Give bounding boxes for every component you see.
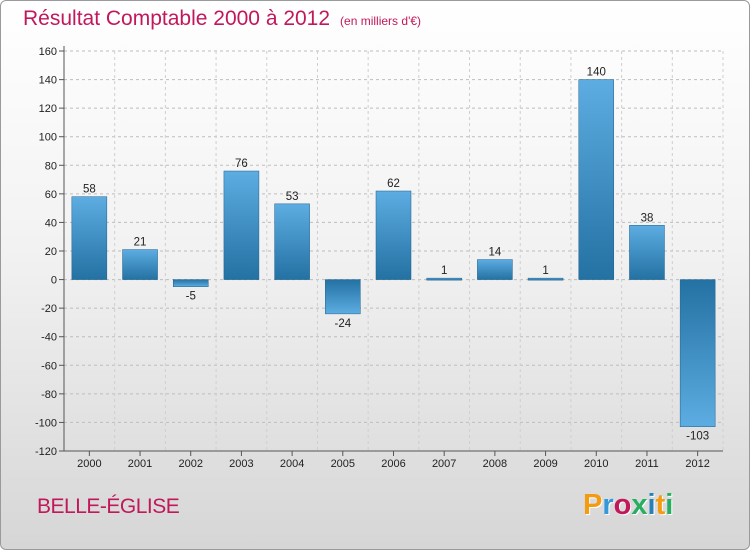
bar-layer: [71, 79, 716, 427]
logo-letter: x: [631, 489, 648, 521]
chart-title: Résultat Comptable 2000 à 2012 (en millie…: [23, 7, 421, 31]
value-label-2010: 140: [587, 67, 606, 79]
logo-letter: i: [665, 489, 674, 521]
y-tick-label: 0: [51, 275, 57, 287]
value-label-2000: 58: [83, 184, 96, 196]
logo-letter: t: [655, 489, 666, 521]
bar-2011: [629, 225, 665, 280]
bar-2007: [426, 277, 462, 281]
logo-letter: r: [602, 489, 614, 521]
proxiti-logo[interactable]: Proxiti: [583, 489, 673, 522]
x-tick-label-2010: 2010: [584, 458, 608, 470]
value-label-2012: -103: [686, 431, 709, 443]
y-tick-label: -40: [41, 332, 57, 344]
value-label-2011: 38: [641, 212, 654, 224]
y-tick-label: -20: [41, 303, 57, 315]
value-label-2009: 1: [542, 265, 548, 277]
x-tick-label-2008: 2008: [483, 458, 507, 470]
value-label-2003: 76: [235, 158, 248, 170]
x-tick-label-2002: 2002: [178, 458, 202, 470]
value-label-2006: 62: [387, 178, 400, 190]
bar-2009: [527, 277, 564, 281]
value-label-2007: 1: [441, 265, 447, 277]
bar-2001: [122, 249, 158, 280]
y-tick-label: 120: [39, 103, 57, 115]
label-layer: 58 21 -5 76 53 -24 62 1 14 1 140 38 -103: [83, 67, 709, 443]
y-tick-label: -100: [35, 417, 57, 429]
x-tick-label-2003: 2003: [229, 458, 253, 470]
value-label-2001: 21: [134, 237, 147, 249]
y-tick-label: 40: [45, 217, 57, 229]
y-tick-label: 100: [39, 132, 57, 144]
value-label-2002: -5: [186, 291, 196, 303]
x-tick-label-2000: 2000: [77, 458, 101, 470]
value-label-2008: 14: [488, 247, 501, 259]
logo-letter: o: [613, 489, 632, 521]
bar-2004: [274, 203, 310, 280]
y-tick-label: 160: [39, 46, 57, 58]
y-tick-label: 140: [39, 75, 57, 87]
y-tick-label: 60: [45, 189, 57, 201]
x-tick-label-2004: 2004: [280, 458, 304, 470]
x-tick-label-2007: 2007: [432, 458, 456, 470]
chart-title-text: Résultat Comptable 2000 à 2012: [23, 7, 331, 30]
value-label-2004: 53: [286, 191, 299, 203]
x-tick-label-2005: 2005: [331, 458, 355, 470]
x-tick-label-2011: 2011: [635, 458, 659, 470]
y-tick-label: 20: [45, 246, 57, 258]
x-tick-label-2009: 2009: [533, 458, 557, 470]
logo-letter: i: [647, 489, 656, 521]
y-tick-label: -120: [35, 446, 57, 458]
logo-letter: P: [583, 489, 603, 521]
y-tick-label: -80: [41, 389, 57, 401]
x-tick-label-2006: 2006: [381, 458, 405, 470]
x-tick-label-2012: 2012: [685, 458, 709, 470]
grid-layer: [63, 50, 724, 452]
y-tick-label: -60: [41, 360, 57, 372]
bar-2000: [71, 196, 108, 280]
y-tick-label: 80: [45, 160, 57, 172]
value-label-2005: -24: [334, 318, 351, 330]
bar-2012: [679, 279, 716, 427]
bar-2002: [172, 279, 209, 287]
x-tick-label-2001: 2001: [128, 458, 152, 470]
bar-2008: [477, 259, 513, 280]
chart-unit: (en milliers d'€): [340, 14, 422, 28]
bar-2003: [223, 170, 260, 280]
bar-2006: [375, 190, 412, 280]
bar-2010: [578, 79, 615, 280]
bar-2005: [325, 279, 361, 315]
location-name: BELLE-ÉGLISE: [37, 495, 180, 518]
axis-layer: 160 140 120 100 80 60 40 20 0 -20 -40 -60 -80 -100 -12…: [35, 46, 723, 470]
